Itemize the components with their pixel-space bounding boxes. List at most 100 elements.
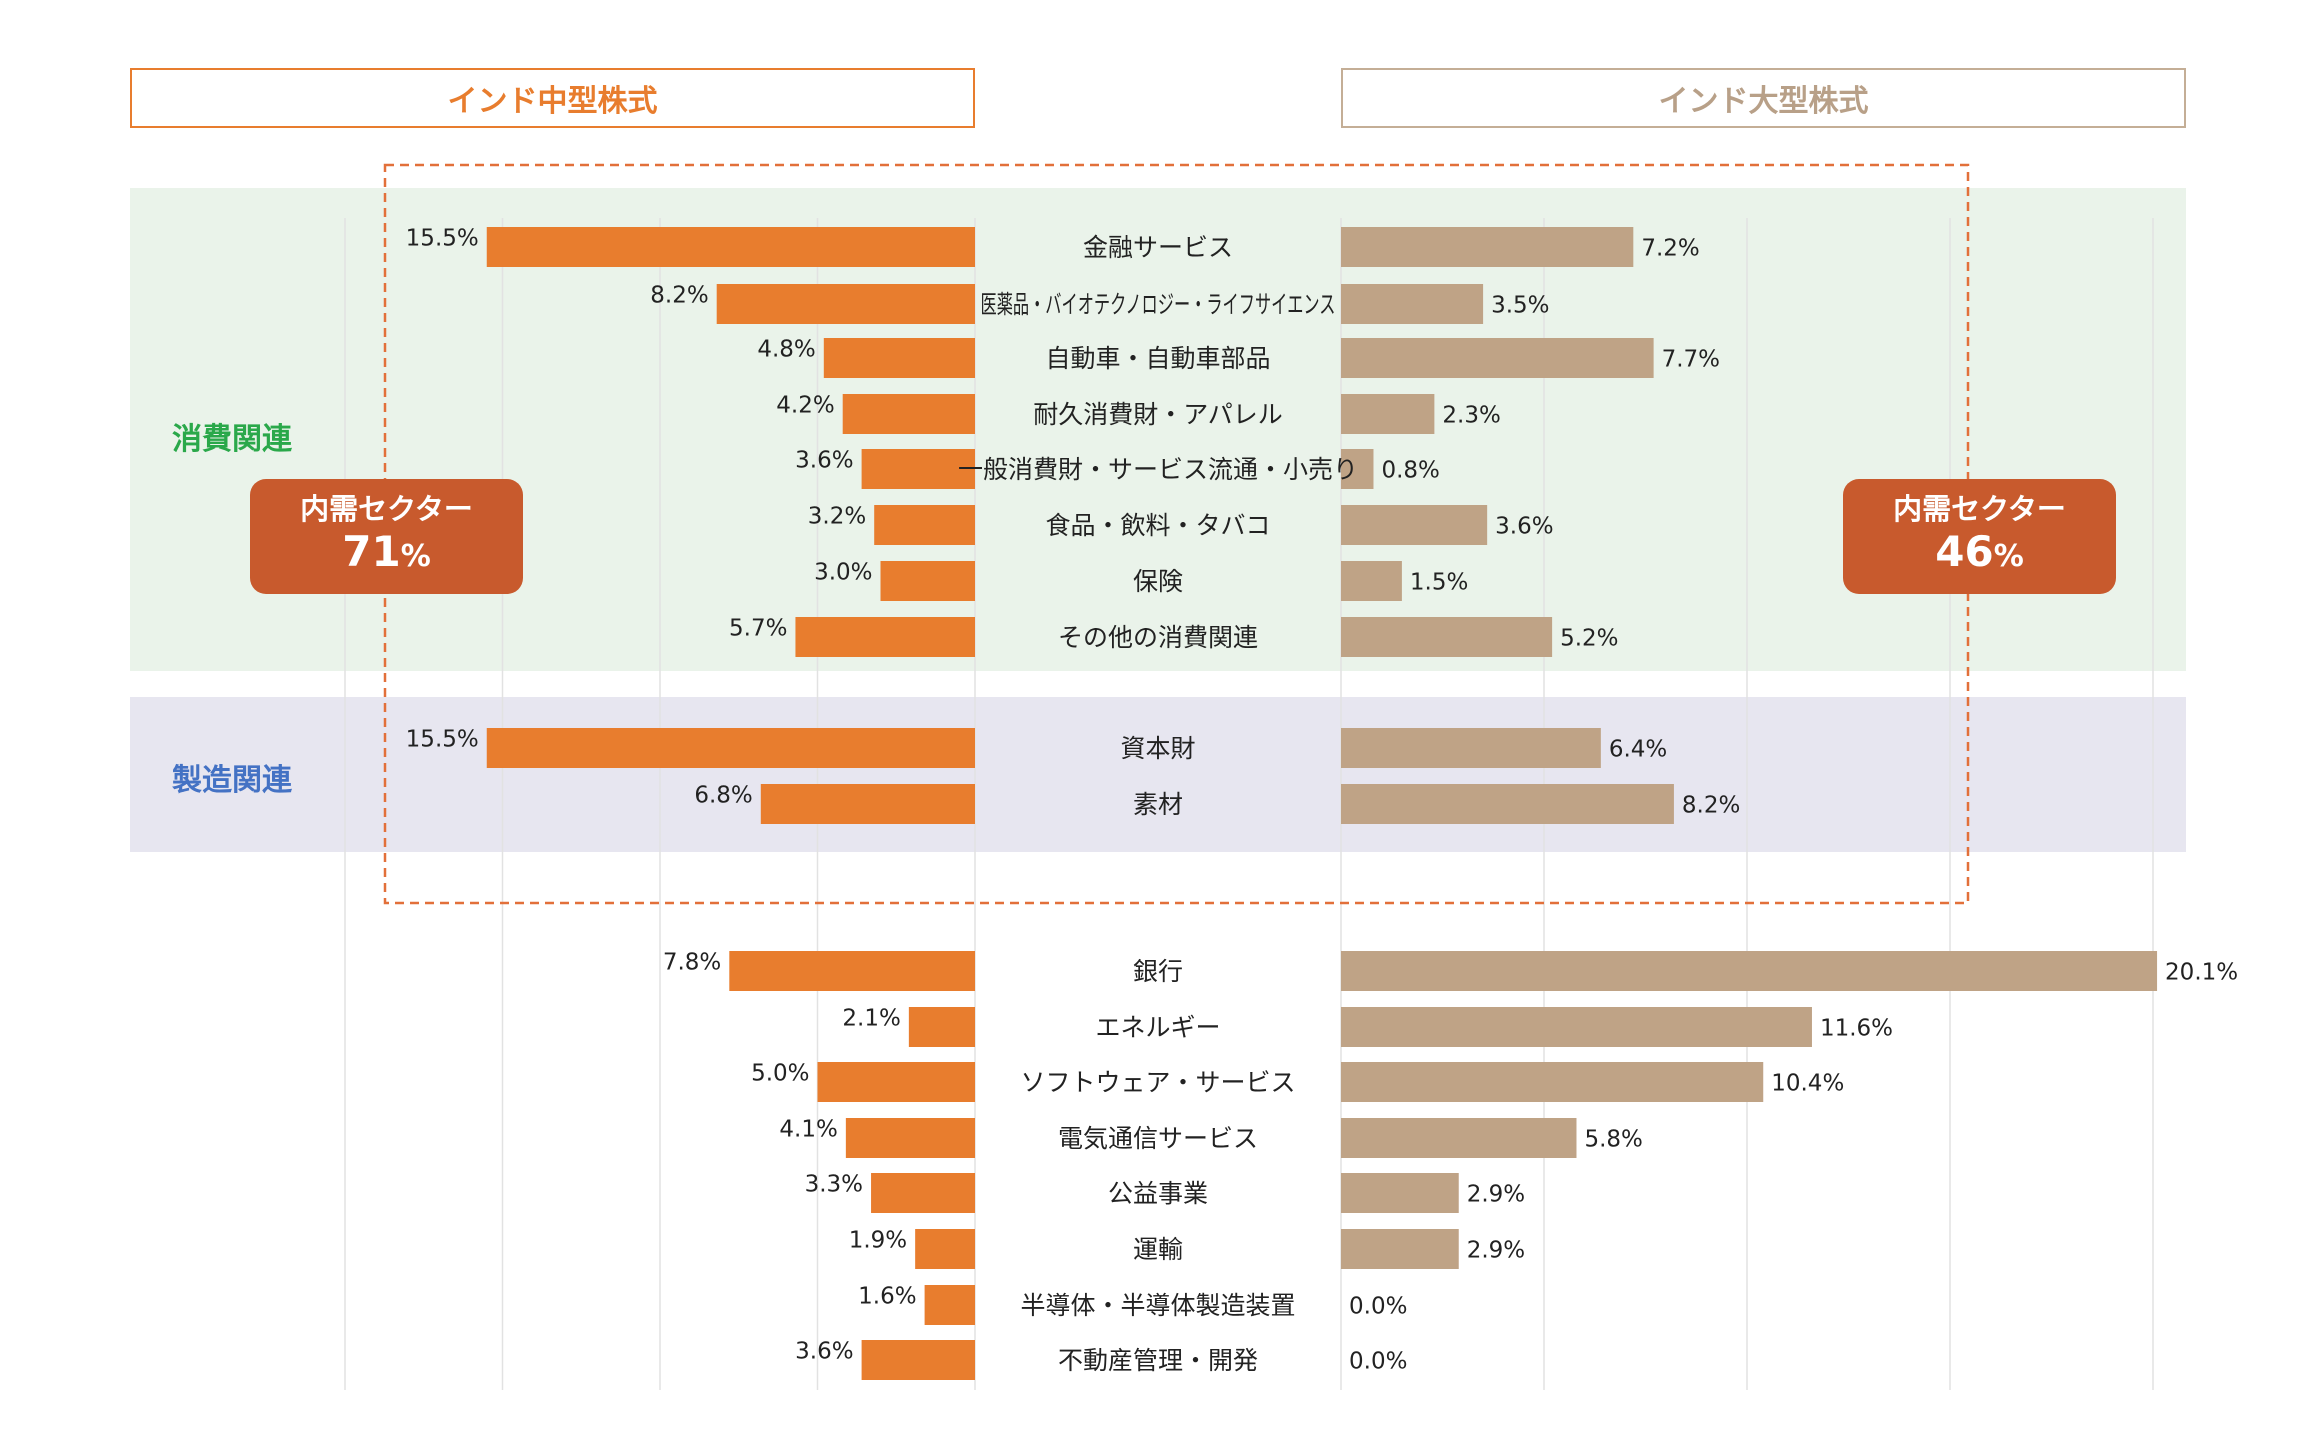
- mid-cap-value-label: 6.8%: [694, 783, 752, 809]
- category-label: エネルギー: [1095, 1013, 1220, 1042]
- large-cap-bar: [1341, 1007, 1812, 1047]
- large-cap-value-label: 3.5%: [1491, 293, 1549, 319]
- large-cap-value-label: 20.1%: [2165, 960, 2238, 986]
- mid-cap-bar: [861, 1340, 975, 1380]
- badge-label: 内需セクター: [300, 492, 473, 526]
- manufacturing-band: [130, 697, 2186, 852]
- large-cap-value-label: 3.6%: [1495, 514, 1553, 540]
- category-label: 公益事業: [1108, 1179, 1208, 1208]
- large-cap-header: インド大型株式: [1341, 68, 2186, 128]
- large-cap-value-label: 0.0%: [1349, 1294, 1407, 1320]
- mid-cap-value-label: 4.1%: [779, 1117, 837, 1143]
- large-cap-bar: [1341, 1173, 1459, 1213]
- large-cap-value-label: 2.9%: [1467, 1182, 1525, 1208]
- category-label: 不動産管理・開発: [1058, 1346, 1258, 1375]
- mid-cap-value-label: 3.3%: [805, 1172, 863, 1198]
- mid-cap-value-label: 2.1%: [842, 1006, 900, 1032]
- category-label: 一般消費財・サービス流通・小売り: [958, 455, 1358, 484]
- badge-value: 46%: [1935, 527, 2024, 582]
- large-cap-bar: [1341, 1118, 1577, 1158]
- large-cap-value-label: 1.5%: [1410, 570, 1468, 596]
- mid-cap-value-label: 3.6%: [795, 448, 853, 474]
- mid-cap-bar: [823, 338, 975, 378]
- mid-cap-bar: [880, 561, 975, 601]
- mid-cap-bar: [486, 227, 975, 267]
- badge-value: 71%: [342, 527, 431, 582]
- large-cap-bar: [1341, 728, 1601, 768]
- mid-cap-bar: [861, 449, 975, 489]
- consumer-group-label: 消費関連: [172, 422, 292, 457]
- large-cap-value-label: 2.3%: [1442, 403, 1500, 429]
- large-cap-value-label: 6.4%: [1609, 737, 1667, 763]
- large-cap-bar: [1341, 394, 1435, 434]
- large-cap-bar: [1341, 505, 1488, 545]
- category-label: 半導体・半導体製造装置: [1020, 1291, 1295, 1320]
- category-label: 資本財: [1120, 734, 1195, 763]
- mid-cap-value-label: 3.2%: [808, 504, 866, 530]
- large-cap-bar: [1341, 951, 2158, 991]
- large-cap-value-label: 10.4%: [1771, 1071, 1844, 1097]
- mid-cap-value-label: 3.0%: [814, 560, 872, 586]
- mid-cap-value-label: 15.5%: [406, 727, 479, 753]
- manufacturing-group-label: 製造関連: [172, 763, 292, 798]
- category-label: 保険: [1133, 567, 1183, 596]
- category-label: 運輸: [1133, 1235, 1183, 1264]
- mid-cap-bar: [729, 951, 975, 991]
- large-cap-value-label: 7.2%: [1641, 236, 1699, 262]
- category-label: ソフトウェア・サービス: [1020, 1068, 1295, 1097]
- mid-cap-header: インド中型株式: [130, 68, 975, 128]
- category-label: 素材: [1133, 790, 1183, 819]
- large-cap-bar: [1341, 561, 1402, 601]
- mid-cap-bar: [716, 284, 975, 324]
- category-label: その他の消費関連: [1058, 623, 1258, 652]
- large-cap-value-label: 8.2%: [1682, 793, 1740, 819]
- mid-cap-bar: [874, 505, 975, 545]
- large-cap-bar: [1341, 284, 1484, 324]
- badge-number: 46: [1935, 527, 1994, 576]
- mid-cap-bar: [486, 728, 975, 768]
- large-cap-bar: [1341, 227, 1634, 267]
- large-cap-bar: [1341, 617, 1553, 657]
- large-cap-value-label: 2.9%: [1467, 1238, 1525, 1264]
- large-cap-bar: [1341, 449, 1374, 489]
- mid-cap-bar: [908, 1007, 975, 1047]
- mid-cap-value-label: 5.0%: [751, 1061, 809, 1087]
- mid-cap-value-label: 1.6%: [858, 1284, 916, 1310]
- mid-cap-bar: [924, 1285, 975, 1325]
- mid-cap-value-label: 4.8%: [757, 337, 815, 363]
- mid-cap-bar: [817, 1062, 975, 1102]
- mid-cap-bar: [795, 617, 975, 657]
- large-cap-value-label: 5.2%: [1560, 626, 1618, 652]
- large-cap-value-label: 11.6%: [1820, 1016, 1893, 1042]
- large-cap-bar: [1341, 784, 1674, 824]
- category-label: 医薬品・バイオテクノロジー・ライフサイエンス: [981, 290, 1336, 319]
- large-cap-bar: [1341, 1062, 1764, 1102]
- large-cap-value-label: 7.7%: [1662, 347, 1720, 373]
- mid-cap-domestic-demand-badge: 内需セクター 71%: [250, 479, 523, 594]
- mid-cap-value-label: 5.7%: [729, 616, 787, 642]
- large-cap-value-label: 5.8%: [1584, 1127, 1642, 1153]
- mid-cap-value-label: 7.8%: [663, 950, 721, 976]
- mid-cap-bar: [915, 1229, 975, 1269]
- category-label: 銀行: [1133, 957, 1183, 986]
- mid-cap-value-label: 4.2%: [776, 393, 834, 419]
- large-cap-value-label: 0.0%: [1349, 1349, 1407, 1375]
- mid-cap-bar: [760, 784, 975, 824]
- large-cap-domestic-demand-badge: 内需セクター 46%: [1843, 479, 2116, 594]
- badge-unit: %: [400, 539, 431, 574]
- category-label: 食品・飲料・タバコ: [1045, 511, 1270, 540]
- badge-number: 71: [342, 527, 401, 576]
- category-label: 金融サービス: [1083, 233, 1233, 262]
- mid-cap-bar: [845, 1118, 975, 1158]
- mid-cap-value-label: 15.5%: [406, 226, 479, 252]
- large-cap-bar: [1341, 338, 1654, 378]
- category-label: 耐久消費財・アパレル: [1033, 400, 1283, 429]
- mid-cap-value-label: 8.2%: [650, 283, 708, 309]
- mid-cap-bar: [871, 1173, 975, 1213]
- badge-unit: %: [1993, 539, 2024, 574]
- category-label: 電気通信サービス: [1058, 1124, 1258, 1153]
- category-label: 自動車・自動車部品: [1045, 344, 1270, 373]
- large-cap-bar: [1341, 1229, 1459, 1269]
